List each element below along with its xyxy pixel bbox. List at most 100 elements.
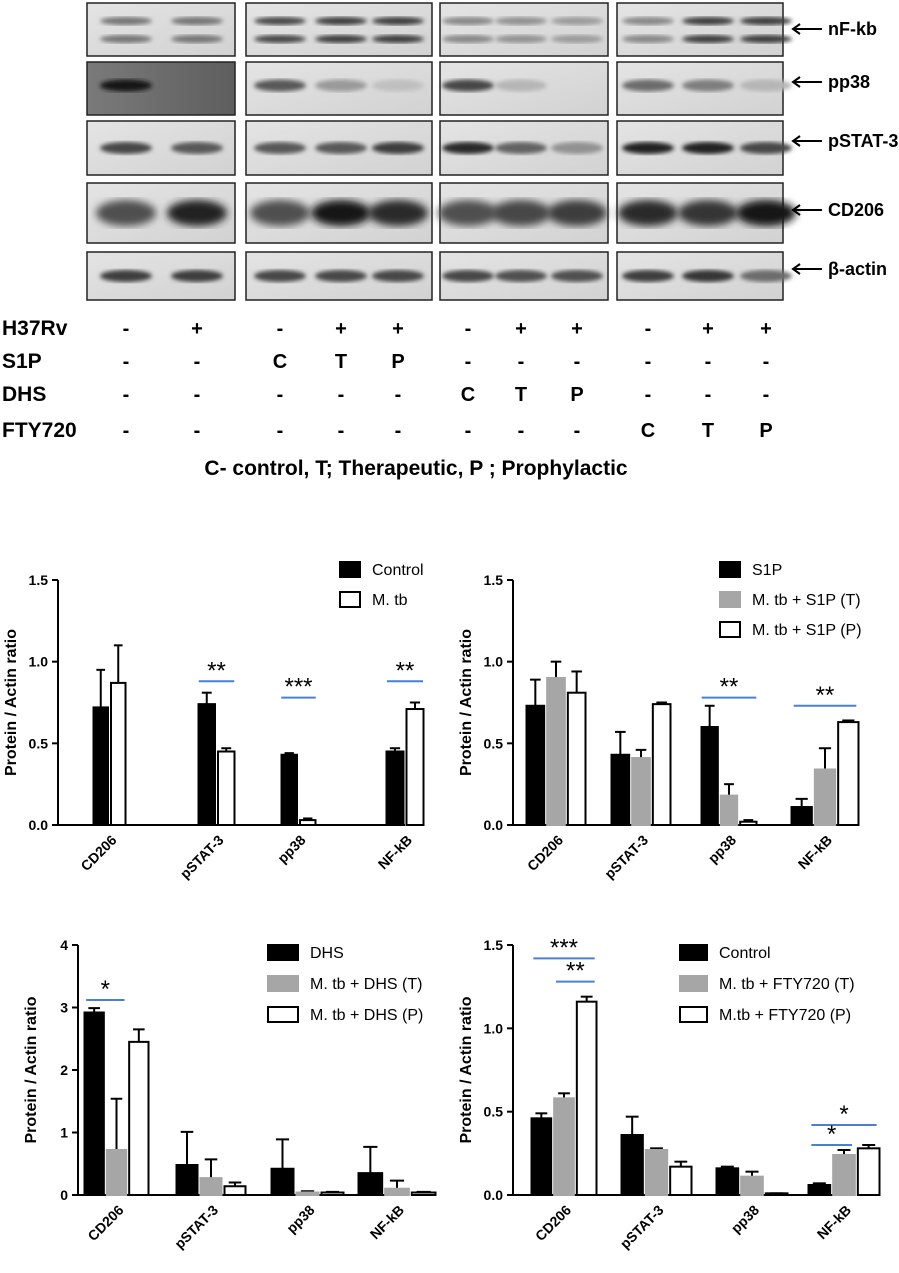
condition-value: - bbox=[465, 351, 472, 373]
bar-pp38-series-0 bbox=[715, 1167, 740, 1196]
bar-pstat-3-series-2 bbox=[669, 1165, 693, 1197]
y-tick-label: 1.0 bbox=[484, 654, 504, 670]
blot-band bbox=[682, 142, 734, 154]
blot-footnote: C- control, T; Therapeutic, P ; Prophyla… bbox=[204, 457, 627, 480]
legend-label: M.tb + FTY720 (P) bbox=[719, 1007, 851, 1024]
bar-pstat-3-series-1 bbox=[199, 1177, 223, 1196]
blot-band bbox=[254, 79, 306, 92]
blot-band bbox=[740, 142, 792, 154]
condition-label: FTY720 bbox=[2, 419, 77, 442]
blot-band bbox=[442, 142, 494, 154]
blot-band bbox=[495, 79, 547, 92]
blot-arrowhead bbox=[791, 135, 801, 147]
legend-swatch bbox=[719, 561, 741, 578]
condition-value: T bbox=[702, 420, 714, 442]
condition-value: T bbox=[515, 384, 527, 406]
blot-band bbox=[372, 35, 424, 43]
condition-value: - bbox=[194, 420, 201, 442]
condition-value: - bbox=[574, 420, 581, 442]
x-tick-label: CD206 bbox=[524, 832, 566, 874]
blot-band bbox=[495, 270, 547, 282]
x-tick-label: pp38 bbox=[283, 1202, 318, 1237]
condition-value: - bbox=[123, 384, 130, 406]
bar-cd206-series-1 bbox=[546, 677, 566, 826]
legend-swatch bbox=[719, 621, 741, 638]
legend-swatch bbox=[339, 561, 361, 578]
blot-band bbox=[495, 17, 547, 25]
y-tick-label: 4 bbox=[60, 937, 68, 953]
bar-pp38-series-0 bbox=[270, 1167, 295, 1196]
chart-fty720: 0.0 0.5 1.0 1.5 Protein / Actin ratio CD206 pS… bbox=[458, 934, 881, 1252]
legend-swatch bbox=[679, 1006, 708, 1023]
significance-stars: * bbox=[839, 1101, 848, 1128]
condition-value: + bbox=[191, 318, 203, 340]
blot-band bbox=[682, 270, 734, 282]
bar-nf-kb-series-1 bbox=[405, 708, 425, 827]
bar-pp38-series-2 bbox=[739, 820, 758, 827]
x-tick-label: pp38 bbox=[274, 832, 309, 867]
blot-band bbox=[551, 35, 603, 43]
legend-swatch bbox=[267, 1006, 299, 1023]
x-tick-label: CD206 bbox=[532, 1202, 574, 1244]
condition-value: - bbox=[705, 351, 712, 373]
condition-value: T bbox=[335, 351, 347, 373]
condition-value: - bbox=[395, 420, 402, 442]
condition-value: - bbox=[518, 351, 525, 373]
significance-stars: *** bbox=[284, 674, 312, 701]
significance-stars: ** bbox=[720, 674, 739, 701]
bar-cd206-series-1 bbox=[553, 1097, 575, 1196]
condition-value: - bbox=[574, 351, 581, 373]
blot-band bbox=[171, 270, 223, 282]
y-tick-label: 1 bbox=[60, 1125, 68, 1141]
x-tick-label: NF-kB bbox=[795, 832, 835, 872]
bar-pp38-series-1 bbox=[299, 819, 317, 827]
protein-label: pSTAT-3 bbox=[828, 131, 898, 151]
bar-cd206-series-0 bbox=[83, 1011, 105, 1196]
significance-stars: *** bbox=[550, 934, 578, 961]
bar-pstat-3-series-1 bbox=[631, 757, 651, 827]
legend-label: M. tb + S1P (T) bbox=[752, 592, 861, 609]
y-axis-title: Protein / Actin ratio bbox=[458, 629, 475, 776]
bar-pstat-3-series-1 bbox=[644, 1149, 669, 1196]
bar-pp38-series-2 bbox=[320, 1191, 345, 1196]
x-tick-label: pp38 bbox=[728, 1202, 763, 1237]
legend-label: M. tb + S1P (P) bbox=[752, 622, 862, 639]
blot-band bbox=[442, 35, 494, 43]
condition-value: - bbox=[763, 351, 770, 373]
condition-value: C bbox=[641, 420, 655, 442]
blot-arrowhead bbox=[791, 23, 801, 35]
bar-cd206-series-1 bbox=[105, 1149, 128, 1196]
blot-band bbox=[100, 35, 152, 43]
bar-cd206-series-1 bbox=[110, 681, 127, 827]
blot-band bbox=[491, 200, 551, 226]
blot-band bbox=[740, 35, 792, 43]
bar-pp38-series-2 bbox=[764, 1192, 789, 1197]
blot-band bbox=[254, 142, 306, 154]
blot-band bbox=[736, 200, 796, 226]
blot-band bbox=[740, 79, 792, 92]
legend-swatch bbox=[267, 975, 299, 992]
legend-label: DHS bbox=[310, 945, 344, 962]
condition-value: - bbox=[338, 384, 345, 406]
blot-band bbox=[622, 142, 674, 154]
x-tick-label: pp38 bbox=[705, 832, 740, 867]
condition-value: - bbox=[277, 318, 284, 340]
legend-label: Control bbox=[719, 945, 771, 962]
legend-label: S1P bbox=[752, 562, 782, 579]
bar-nf-kb-series-0 bbox=[357, 1172, 384, 1196]
bar-nf-kb-series-0 bbox=[790, 806, 813, 827]
blot-strip bbox=[616, 2, 784, 57]
condition-value: - bbox=[123, 420, 130, 442]
condition-value: + bbox=[515, 318, 527, 340]
legend-swatch bbox=[719, 591, 741, 608]
condition-value: - bbox=[395, 384, 402, 406]
blot-band bbox=[438, 200, 498, 226]
condition-value: P bbox=[570, 384, 583, 406]
y-axis-title: Protein / Actin ratio bbox=[23, 996, 40, 1143]
blot-band bbox=[551, 17, 603, 25]
blot-band bbox=[442, 79, 494, 92]
condition-label: H37Rv bbox=[2, 317, 68, 340]
condition-value: - bbox=[645, 318, 652, 340]
bar-pp38-series-1 bbox=[740, 1175, 764, 1197]
y-tick-label: 0.0 bbox=[484, 817, 504, 833]
